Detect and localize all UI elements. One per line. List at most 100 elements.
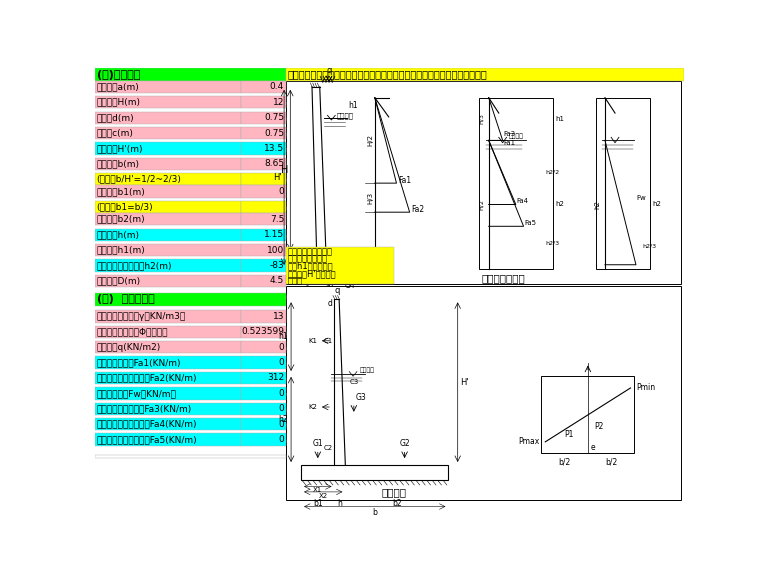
Text: （说明：粉红色单元格需自填数据，浅绿色为计算数据，黄色为说明性文字）: （说明：粉红色单元格需自填数据，浅绿色为计算数据，黄色为说明性文字）: [288, 70, 488, 80]
Bar: [95, 296, 286, 299]
Bar: [541, 376, 635, 453]
Bar: [241, 275, 286, 287]
Text: h1: h1: [348, 101, 358, 110]
Text: 地下水位以上土侧压Fa3(KN/m): 地下水位以上土侧压Fa3(KN/m): [97, 404, 192, 413]
Text: H/2: H/2: [479, 199, 483, 210]
Text: 地下水位: 地下水位: [337, 113, 354, 120]
Text: b/2: b/2: [605, 457, 617, 466]
Bar: [241, 185, 286, 198]
Text: H/2: H/2: [367, 135, 373, 146]
Text: 地下水位至墙根距离h2(m): 地下水位至墙根距离h2(m): [97, 261, 172, 270]
Bar: [95, 393, 286, 396]
Text: P1: P1: [565, 430, 574, 439]
Text: -83: -83: [269, 261, 284, 270]
Text: 0: 0: [278, 187, 284, 196]
Text: 地面堆载q(KN/m2): 地面堆载q(KN/m2): [97, 343, 161, 352]
Text: 地下水位以下土侧压－Fa5(KN/m): 地下水位以下土侧压－Fa5(KN/m): [97, 435, 197, 444]
Text: b1: b1: [313, 499, 323, 508]
Text: h2: h2: [348, 253, 358, 262]
Text: d: d: [300, 253, 306, 262]
Text: 8.65: 8.65: [264, 160, 284, 168]
Bar: [241, 372, 286, 384]
Bar: [241, 341, 286, 353]
Text: C3: C3: [349, 379, 359, 385]
Bar: [95, 158, 241, 170]
Text: 13.5: 13.5: [264, 144, 284, 153]
Text: 底板宽度b(m): 底板宽度b(m): [97, 160, 140, 168]
Text: (一)几何参数: (一)几何参数: [97, 70, 140, 80]
Text: Fa1: Fa1: [503, 140, 515, 146]
Text: h2: h2: [594, 200, 600, 209]
Bar: [95, 112, 241, 124]
Bar: [95, 310, 241, 323]
Bar: [95, 185, 241, 198]
Bar: [95, 281, 286, 284]
Text: 底板高d(m): 底板高d(m): [97, 113, 135, 122]
Text: C1: C1: [324, 338, 333, 344]
Text: 挡墙总高H'(m): 挡墙总高H'(m): [97, 144, 143, 153]
Text: H': H': [460, 378, 469, 386]
Text: 0: 0: [278, 343, 284, 352]
Bar: [95, 244, 241, 256]
Text: h2/2: h2/2: [545, 170, 559, 175]
Bar: [95, 372, 241, 384]
Bar: [95, 133, 286, 136]
Text: Pmax: Pmax: [518, 437, 539, 446]
Text: P2: P2: [594, 422, 603, 431]
Text: h: h: [337, 499, 342, 508]
Text: 挡墙总高H'的任意数: 挡墙总高H'的任意数: [287, 269, 336, 278]
Text: h2: h2: [652, 202, 661, 207]
Text: b/2: b/2: [559, 457, 571, 466]
Bar: [241, 402, 286, 415]
Bar: [95, 293, 286, 306]
Bar: [95, 81, 241, 93]
Text: q: q: [326, 66, 331, 75]
Text: 无地下水时，地下: 无地下水时，地下: [287, 254, 328, 263]
Bar: [95, 418, 241, 430]
Bar: [95, 102, 286, 105]
Text: 墙根宽度h(m): 墙根宽度h(m): [97, 230, 140, 239]
Text: K1: K1: [309, 338, 318, 344]
Bar: [95, 96, 241, 108]
Bar: [95, 455, 286, 458]
Bar: [95, 142, 241, 154]
Bar: [95, 332, 286, 335]
Text: 墙后填土内摩擦角Φ（弧度）: 墙后填土内摩擦角Φ（弧度）: [97, 327, 168, 336]
Bar: [241, 310, 286, 323]
Bar: [241, 244, 286, 256]
Text: 地下水位以下土侧压－Fa4(KN/m): 地下水位以下土侧压－Fa4(KN/m): [97, 420, 197, 429]
Bar: [95, 363, 286, 365]
Bar: [95, 213, 241, 226]
Bar: [241, 213, 286, 226]
Bar: [241, 112, 286, 124]
Text: X2: X2: [318, 492, 328, 499]
Text: 水位h1可给出大于: 水位h1可给出大于: [287, 262, 333, 271]
Bar: [286, 286, 681, 499]
Text: 挡墙侧压力计算: 挡墙侧压力计算: [481, 273, 525, 283]
Text: 7.5: 7.5: [270, 215, 284, 224]
Text: h2/3: h2/3: [642, 243, 657, 248]
Bar: [241, 259, 286, 272]
Bar: [241, 81, 286, 93]
Text: e: e: [591, 443, 595, 452]
Text: 地下水侧压力Fw（KN/m）: 地下水侧压力Fw（KN/m）: [97, 389, 176, 398]
Text: G4: G4: [344, 281, 356, 290]
Bar: [95, 259, 241, 272]
Bar: [241, 356, 286, 369]
Bar: [95, 275, 241, 287]
Bar: [95, 439, 286, 443]
Text: 地下水位: 地下水位: [359, 367, 374, 373]
Text: h: h: [318, 272, 324, 282]
Text: 地下水位h1(m): 地下水位h1(m): [97, 246, 145, 255]
Text: 0: 0: [278, 435, 284, 444]
Bar: [95, 424, 286, 428]
Text: K2: K2: [309, 404, 318, 410]
Bar: [95, 164, 286, 167]
Text: G3: G3: [356, 393, 366, 402]
Bar: [95, 68, 286, 81]
Text: Fa1: Fa1: [398, 176, 411, 185]
Text: 312: 312: [267, 373, 284, 382]
Text: b: b: [327, 280, 332, 289]
Bar: [95, 402, 241, 415]
Bar: [95, 378, 286, 381]
